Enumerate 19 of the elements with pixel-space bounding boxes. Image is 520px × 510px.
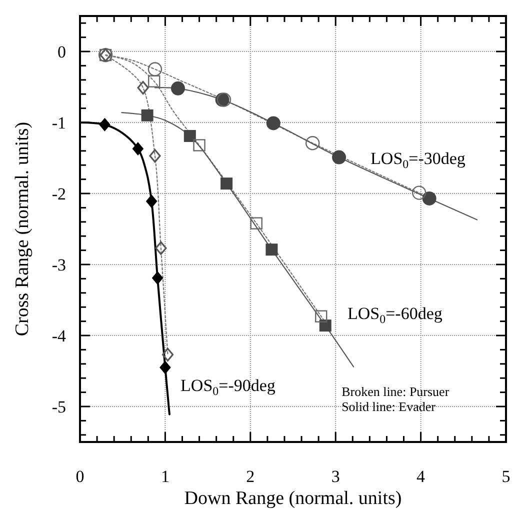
annotation: Solid line: Evader: [342, 399, 436, 414]
y-tick-label: 0: [58, 42, 66, 62]
x-tick-label: 3: [331, 467, 340, 486]
x-tick-label: 0: [76, 467, 84, 486]
y-tick-label: -2: [52, 184, 66, 204]
y-tick-label: -3: [52, 256, 66, 274]
x-tick-label: 5: [502, 467, 510, 486]
y-tick-label: -4: [52, 326, 66, 346]
annotation: LOS$_{0}$=-90deg: [180, 376, 276, 398]
y-tick-label: -1: [52, 114, 66, 132]
y-axis-title: Cross Range (normal. units): [12, 122, 33, 336]
annotation: Broken line: Pursuer: [342, 384, 450, 400]
annotation: LOS$_{0}$=-60deg: [348, 304, 443, 326]
y-tick-label: -5: [52, 398, 66, 416]
annotation: LOS$_{0}$=-30deg: [370, 149, 466, 172]
x-tick-label: 2: [246, 467, 255, 486]
x-axis-title: Down Range (normal. units): [184, 488, 402, 509]
x-tick-label: 4: [416, 467, 426, 486]
x-tick-label: 1: [160, 467, 170, 486]
